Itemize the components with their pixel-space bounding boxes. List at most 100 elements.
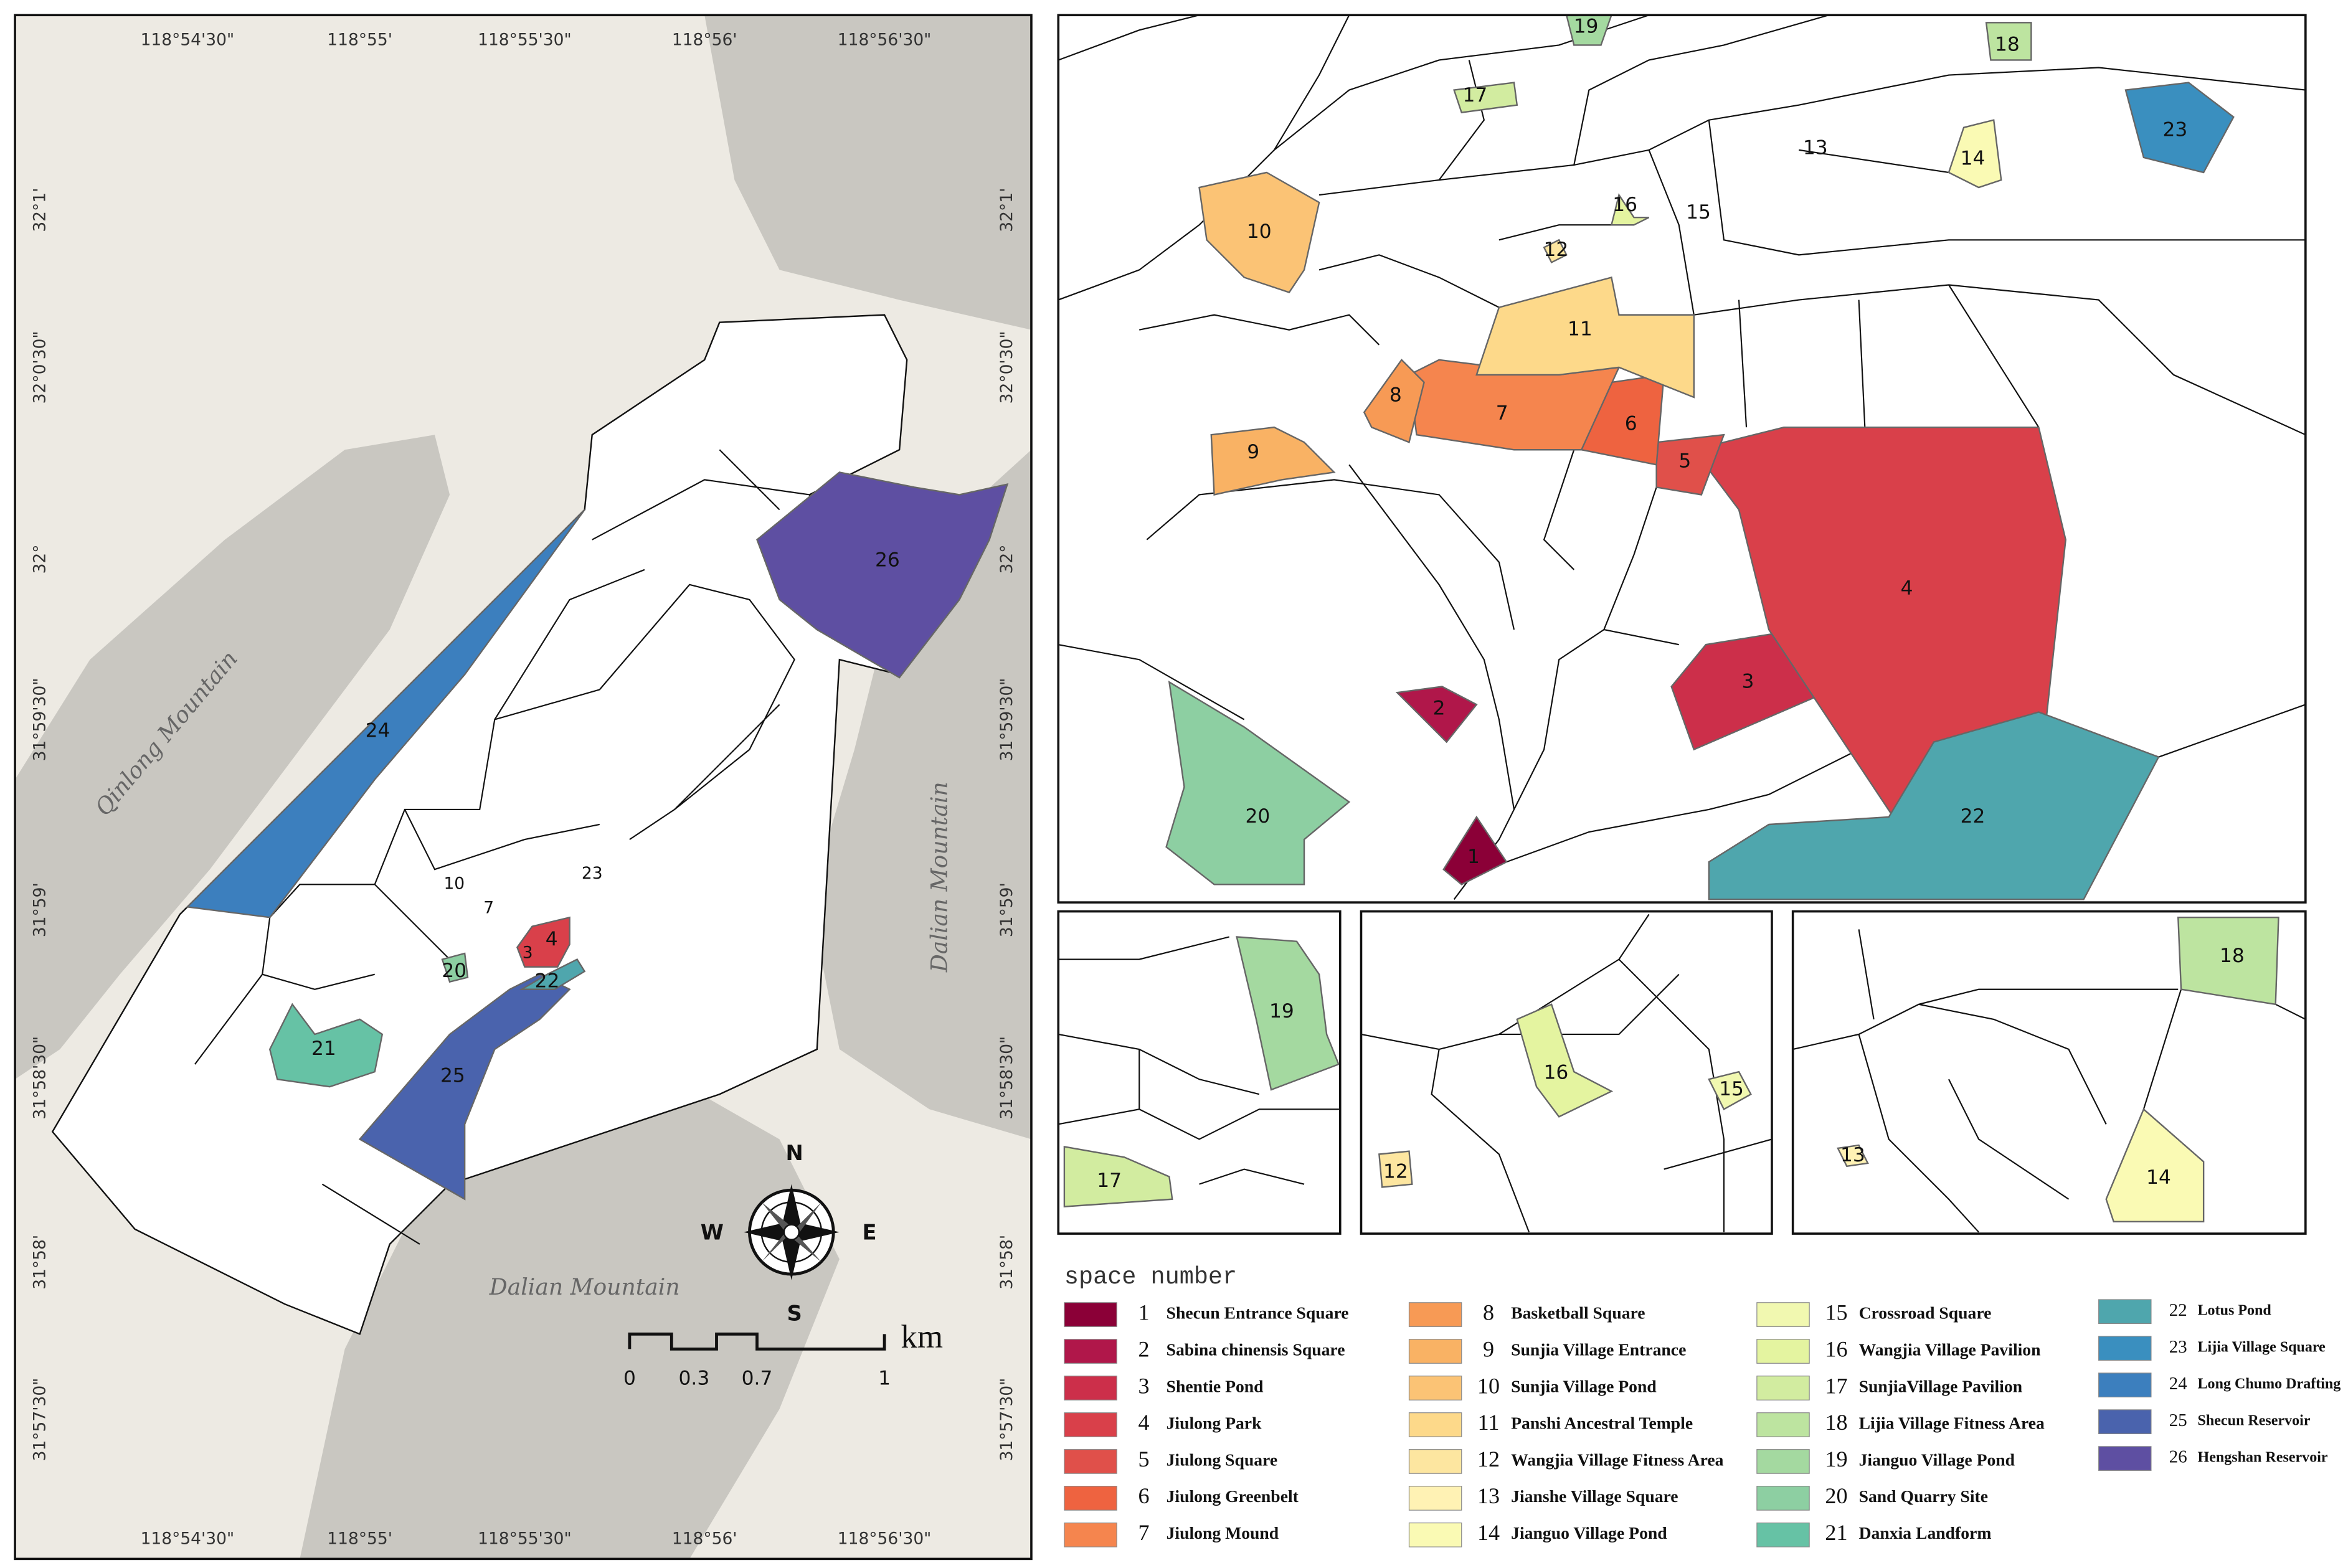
space-label: 20 — [1245, 805, 1270, 828]
legend-swatch — [1064, 1302, 1117, 1327]
space-label: 24 — [366, 720, 391, 742]
latitude-label: 31°57'30" — [997, 1378, 1016, 1462]
legend-name: Jiulong Mound — [1167, 1523, 1279, 1542]
space-label: 16 — [1612, 194, 1637, 216]
inset-frame — [1791, 910, 2307, 1235]
scale-label: 0 — [623, 1367, 636, 1390]
space-polygon — [1378, 1150, 1413, 1188]
space-polygon — [516, 916, 570, 968]
space-label: 26 — [875, 549, 900, 571]
longitude-label: 118°56' — [672, 1529, 737, 1549]
space-polygon — [441, 952, 469, 983]
space-label: 12 — [1543, 239, 1568, 261]
legend-name: Jiulong Park — [1167, 1413, 1262, 1432]
space-label: 4 — [1901, 577, 1913, 600]
legend: space number 1 Shecun Entrance Square 2 Sab… — [1064, 1263, 2341, 1547]
space-polygon — [1475, 276, 1695, 399]
longitude-label: 118°55'30" — [478, 31, 572, 50]
main-map: 24 26 21 25 4 22 20 10 7 3 23 118°54'30"… — [14, 14, 1033, 1561]
space-polygon — [2124, 82, 2235, 174]
space-label: 6 — [1625, 412, 1637, 435]
latitude-label: 31°59' — [30, 882, 49, 937]
longitude-labels: 118°54'30" 118°54'30" 118°55' 118°55' 118°55… — [141, 31, 932, 1549]
latitude-label: 31°59'30" — [30, 678, 49, 762]
legend-title: space number — [1064, 1263, 1237, 1291]
longitude-label: 118°56'30" — [838, 31, 932, 50]
space-polygon — [1708, 1070, 1752, 1110]
legend-swatch — [2098, 1446, 2152, 1471]
space-label: 15 — [1686, 201, 1711, 224]
mountain-name: Dalian Mountain — [926, 782, 953, 973]
latitude-label: 32°0'30" — [30, 331, 49, 404]
space-label: 8 — [1389, 384, 1402, 407]
legend-swatch — [2098, 1372, 2152, 1398]
space-polygon — [186, 509, 585, 919]
compass-label: N — [786, 1141, 803, 1165]
latitude-label: 31°58' — [30, 1235, 49, 1290]
space-label: 14 — [2146, 1166, 2171, 1189]
scale-bar: 0 0.3 0.7 1 km — [623, 1319, 943, 1389]
legend-number: 24 — [2169, 1374, 2187, 1394]
legend-number: 5 — [1138, 1447, 1149, 1471]
latitude-label: 31°58'30" — [997, 1036, 1016, 1120]
space-polygon — [1708, 711, 2160, 900]
space-polygon — [1655, 433, 1725, 496]
scale-unit: km — [901, 1319, 943, 1355]
legend-swatch — [1756, 1412, 1810, 1437]
space-polygon — [1408, 359, 1621, 451]
legend-name: Sabina chinensis Square — [1167, 1339, 1345, 1359]
legend-number: 2 — [1138, 1336, 1149, 1361]
space-label: 9 — [1247, 441, 1259, 463]
map-frame — [14, 14, 1033, 1561]
legend-swatch — [2098, 1336, 2152, 1361]
legend-number: 21 — [1825, 1520, 1847, 1545]
space-label: 17 — [1463, 84, 1488, 106]
space-polygon — [1543, 239, 1568, 264]
legend-name: Shentie Pond — [1167, 1376, 1264, 1396]
legend-swatch — [1064, 1412, 1117, 1437]
space-label: 18 — [1995, 33, 2020, 55]
inset-frame — [1360, 910, 1773, 1235]
space-label: 22 — [535, 970, 560, 993]
legend-swatch — [1756, 1376, 1810, 1400]
space-polygon — [1985, 22, 2032, 61]
space-polygon — [519, 958, 586, 990]
legend-name: Long Chumo Drafting — [2198, 1376, 2341, 1392]
space-label: 19 — [1574, 16, 1599, 38]
legend-name: Jianshe Village Square — [1511, 1486, 1678, 1506]
legend-number: 16 — [1825, 1336, 1847, 1361]
legend-name: Danxia Landform — [1859, 1523, 1992, 1542]
mountain-name: Dalian Mountain — [489, 1273, 680, 1300]
space-label: 7 — [1496, 402, 1508, 424]
mountain-shape — [809, 450, 1031, 1140]
space-polygon — [268, 1003, 384, 1088]
legend-name: Sunjia Village Pond — [1511, 1376, 1657, 1396]
legend-name: Jianguo Village Pond — [1859, 1450, 2015, 1469]
latitude-label: 32°1' — [997, 188, 1016, 232]
space-label: 19 — [1269, 1000, 1294, 1023]
latitude-labels: 32°1' 32°1'32°0'30" 32°0'30"32° 32°31°59'30… — [30, 188, 1016, 1462]
space-polygon — [1210, 426, 1336, 496]
legend-name: Jiulong Greenbelt — [1167, 1486, 1299, 1506]
space-label: 23 — [2163, 119, 2188, 141]
latitude-label: 32° — [997, 545, 1016, 574]
scale-label: 0.3 — [679, 1367, 710, 1390]
space-polygon — [2177, 917, 2279, 1006]
legend-number: 22 — [2169, 1300, 2187, 1320]
space-label: 13 — [1840, 1144, 1865, 1166]
legend-number: 11 — [1478, 1410, 1500, 1435]
legend-swatch — [1064, 1449, 1117, 1474]
legend-swatch — [1408, 1339, 1462, 1364]
legend-swatch — [1756, 1302, 1810, 1327]
space-polygon — [358, 973, 571, 1201]
compass-label: E — [862, 1221, 876, 1245]
legend-swatch — [1756, 1449, 1810, 1474]
latitude-label: 31°59' — [997, 882, 1016, 937]
longitude-label: 118°55' — [327, 31, 392, 50]
space-label: 1 — [1467, 846, 1480, 868]
legend-swatch — [1756, 1523, 1810, 1547]
legend-number: 4 — [1138, 1410, 1149, 1435]
scale-label: 0.7 — [742, 1367, 773, 1390]
latitude-label: 31°58'30" — [30, 1036, 49, 1120]
legend-swatch — [1064, 1486, 1117, 1511]
